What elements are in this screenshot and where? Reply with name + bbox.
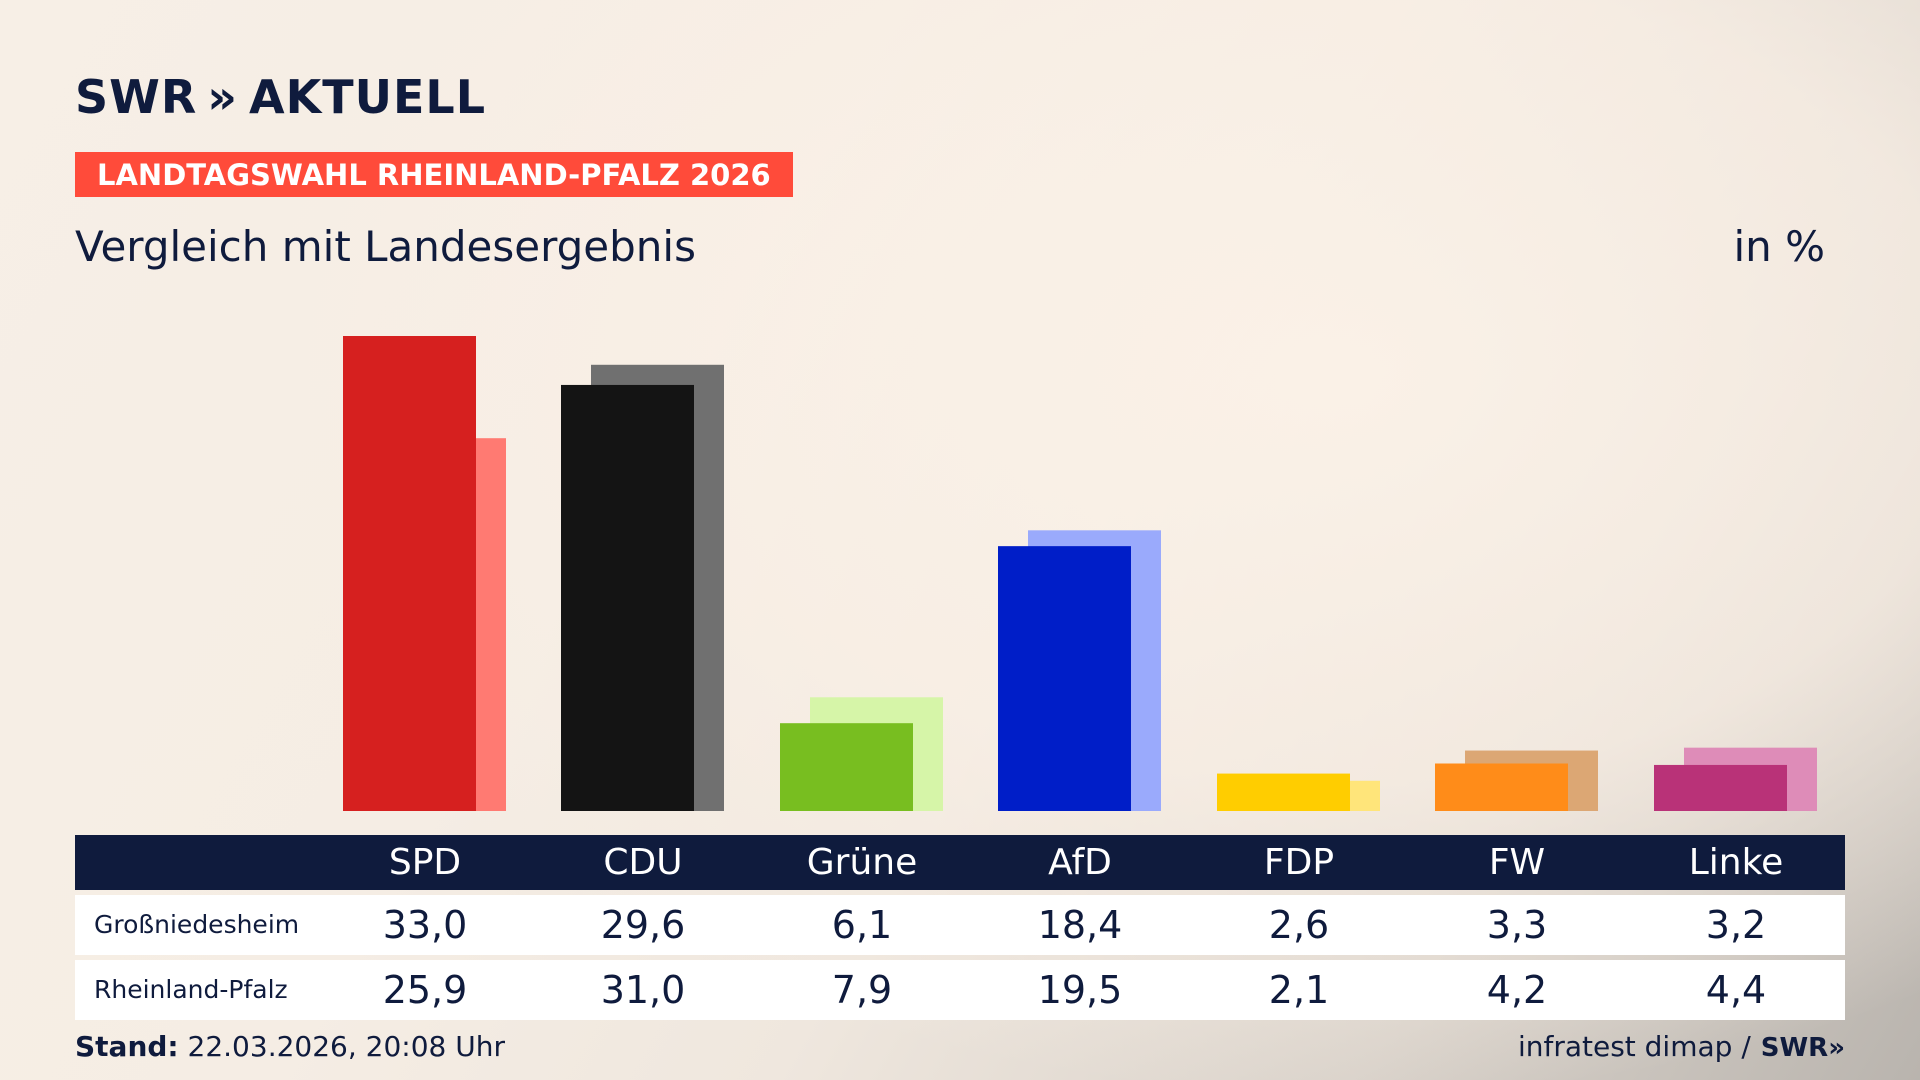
value-cell: 25,9: [382, 968, 468, 1012]
table-row: Großniedesheim 33,0 29,6 6,1 18,4 2,6 3,3 3,2: [75, 895, 1845, 955]
value-cell: 19,5: [1037, 968, 1123, 1012]
source-text: infratest dimap /: [1517, 1030, 1751, 1063]
category-label: SPD: [388, 842, 462, 883]
category-label: AfD: [1048, 842, 1112, 883]
bar-chart: [343, 336, 1817, 811]
bar-grossniedesheim-cdu: [561, 384, 694, 811]
bar-grossniedesheim-linke: [1654, 764, 1787, 811]
value-cell: 2,1: [1268, 968, 1330, 1012]
swr-small-logo: SWR»: [1760, 1033, 1845, 1063]
logo-swr-text: SWR: [75, 70, 198, 124]
value-cell: 6,1: [831, 903, 893, 947]
category-label: Linke: [1688, 842, 1784, 883]
results-table: SPD CDU Grüne AfD FDP FW Linke Großniedesheim …: [75, 835, 1845, 1020]
value-cell: 3,2: [1705, 903, 1767, 947]
value-cell: 31,0: [600, 968, 686, 1012]
election-banner: LANDTAGSWAHL RHEINLAND-PFALZ 2026: [75, 152, 793, 197]
bar-grossniedesheim-fdp: [1217, 773, 1350, 811]
table-row: Rheinland-Pfalz 25,9 31,0 7,9 19,5 2,1 4,2 4,4: [75, 960, 1845, 1020]
logo-aktuell-text: AKTUELL: [249, 70, 487, 124]
value-cell: 18,4: [1037, 903, 1123, 947]
category-label: FW: [1488, 842, 1546, 883]
value-cell: 4,4: [1705, 968, 1767, 1012]
bar-grossniedesheim-fw: [1435, 763, 1568, 811]
stand-label: Stand:: [75, 1030, 179, 1063]
category-label: Grüne: [806, 842, 918, 883]
row-label: Großniedesheim: [94, 910, 300, 939]
bar-grossniedesheim-spd: [343, 336, 476, 811]
swr-aktuell-logo: SWR » AKTUELL: [75, 70, 486, 124]
source-credit: infratest dimap / SWR»: [1518, 1030, 1845, 1063]
value-cell: 29,6: [600, 903, 686, 947]
category-label: CDU: [603, 842, 683, 883]
bar-grossniedesheim-grüne: [780, 723, 913, 811]
unit-label: in %: [1733, 222, 1825, 271]
value-cell: 2,6: [1268, 903, 1330, 947]
row-label: Rheinland-Pfalz: [94, 975, 288, 1004]
timestamp: Stand: 22.03.2026, 20:08 Uhr: [75, 1030, 505, 1063]
chart-subtitle: Vergleich mit Landesergebnis: [75, 222, 696, 271]
value-cell: 33,0: [382, 903, 468, 947]
category-label: FDP: [1263, 842, 1335, 883]
value-cell: 4,2: [1486, 968, 1548, 1012]
stand-value: 22.03.2026, 20:08 Uhr: [187, 1030, 505, 1063]
bar-grossniedesheim-afd: [998, 546, 1131, 811]
value-cell: 3,3: [1486, 903, 1548, 947]
table-header: SPD CDU Grüne AfD FDP FW Linke: [75, 835, 1845, 890]
value-cell: 7,9: [831, 968, 893, 1012]
